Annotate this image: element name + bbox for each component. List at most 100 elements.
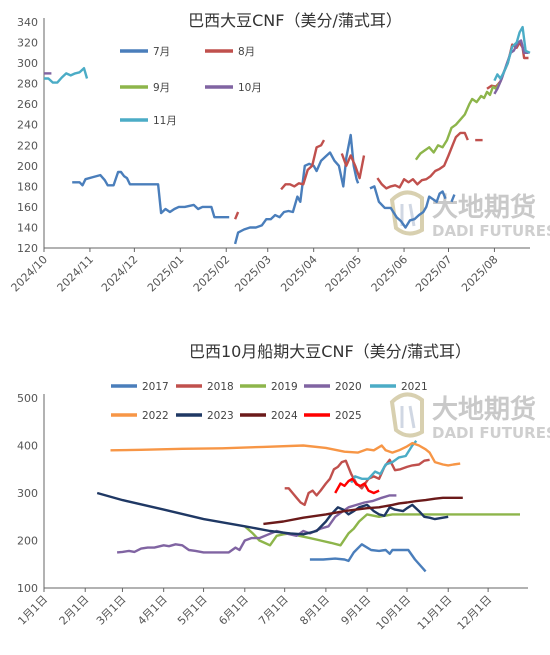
x-tick-label: 9月1日: [339, 593, 374, 628]
y-tick-label: 500: [17, 392, 38, 405]
series-11月: [44, 25, 531, 84]
x-tick-label: 2025/01: [145, 253, 187, 295]
watermark-text-en: DADI FUTURES: [432, 222, 550, 240]
x-tick-label: 10月1日: [374, 593, 414, 633]
legend-label: 7月: [153, 46, 170, 58]
x-tick-label: 11月1日: [415, 593, 455, 633]
x-tick-label: 2025/04: [278, 253, 320, 295]
series-line: [116, 494, 397, 554]
y-tick-label: 120: [17, 242, 38, 255]
legend-label: 2021: [401, 381, 428, 393]
x-tick-label: 8月1日: [297, 593, 332, 628]
x-tick-label: 5月1日: [175, 593, 210, 628]
x-tick-label: 1月1日: [15, 593, 50, 628]
series-line: [44, 67, 89, 84]
series-line: [414, 83, 500, 161]
watermark-text-en: DADI FUTURES: [432, 424, 550, 442]
legend-item: 8月: [205, 46, 255, 58]
x-tick-label: 2025/03: [232, 253, 274, 295]
series-2018: [284, 458, 430, 507]
chart-title: 巴西10月船期大豆CNF（美分/蒲式耳）: [189, 342, 471, 361]
series-line: [72, 170, 230, 219]
legend-label: 2024: [271, 410, 298, 422]
legend-item: 2018: [176, 381, 234, 393]
y-tick-label: 340: [17, 16, 38, 29]
legend-label: 8月: [238, 46, 255, 58]
y-tick-label: 240: [17, 119, 38, 132]
legend-item: 2025: [304, 410, 362, 422]
series-line: [244, 513, 520, 547]
watermark-emblem-icon: [389, 190, 424, 236]
y-tick-label: 400: [17, 440, 38, 453]
legend-item: 2017: [111, 381, 169, 393]
series-line: [450, 194, 456, 203]
x-tick-label: 2025/05: [323, 253, 365, 295]
legend-item: 2024: [240, 410, 298, 422]
series-line: [340, 153, 366, 180]
legend-label: 2017: [142, 381, 169, 393]
watermark-emblem-icon: [389, 392, 424, 438]
legend-label: 2023: [207, 410, 234, 422]
chart-title: 巴西大豆CNF（美分/蒲式耳）: [188, 11, 402, 30]
x-tick-label: 2025/07: [413, 253, 455, 295]
legend-label: 2025: [335, 410, 362, 422]
series-2022: [110, 441, 461, 467]
series-2019: [244, 513, 520, 547]
legend-label: 2019: [271, 381, 298, 393]
x-tick-label: 3月1日: [94, 593, 129, 628]
x-tick-label: 7月1日: [256, 593, 291, 628]
series-line: [96, 491, 449, 536]
x-tick-label: 2024/12: [99, 253, 141, 295]
series-2020: [116, 494, 397, 554]
x-tick-label: 2月1日: [57, 593, 92, 628]
legend-label: 2020: [335, 381, 362, 393]
series-line: [110, 441, 461, 467]
series-2021: [350, 440, 418, 484]
legend-item: 2021: [370, 381, 428, 393]
series-line: [493, 25, 531, 82]
x-tick-label: 2025/08: [459, 253, 501, 295]
series-line: [233, 211, 240, 220]
legend-item: 10月: [205, 82, 262, 94]
x-tick-label: 4月1日: [135, 593, 170, 628]
series-line: [376, 131, 469, 190]
legend-label: 2018: [207, 381, 234, 393]
series-line: [309, 543, 427, 573]
x-tick-label: 2025/06: [369, 253, 411, 295]
series-line: [334, 477, 380, 495]
y-tick-label: 200: [17, 535, 38, 548]
series-2023: [96, 491, 449, 536]
legend-label: 9月: [153, 82, 170, 94]
series-line: [280, 139, 326, 191]
y-tick-label: 320: [17, 37, 38, 50]
x-tick-label: 2024/10: [9, 253, 51, 295]
legend-item: 2020: [304, 381, 362, 393]
legend-label: 2022: [142, 410, 169, 422]
brazil-october-shipment-chart: 巴西10月船期大豆CNF（美分/蒲式耳） 大地期货 DADI FUTURES 100 2…: [0, 318, 550, 655]
legend-item: 11月: [120, 115, 177, 127]
series-line: [263, 496, 463, 526]
series-10月: [44, 39, 529, 95]
series-2024: [263, 496, 463, 526]
legend-item: 2022: [111, 410, 169, 422]
series-line: [493, 39, 529, 95]
y-tick-label: 180: [17, 180, 38, 193]
brazil-soybean-cnf-chart: 巴西大豆CNF（美分/蒲式耳） 大地期货 DADI FUTURES 120 140 160…: [0, 0, 550, 318]
series-2017: [309, 543, 427, 573]
y-tick-label: 200: [17, 160, 38, 173]
series-line: [233, 133, 360, 245]
legend-item: 7月: [120, 46, 170, 58]
x-tick-label: 6月1日: [216, 593, 251, 628]
legend-item: 2023: [176, 410, 234, 422]
legend-item: 2019: [240, 381, 298, 393]
x-tick-label: 2024/11: [55, 253, 97, 295]
series-2025: [334, 477, 380, 495]
watermark-text-cn: 大地期货: [432, 192, 536, 223]
y-tick-label: 100: [17, 582, 38, 595]
y-tick-label: 220: [17, 139, 38, 152]
series-line: [284, 458, 430, 507]
legend-label: 11月: [153, 115, 177, 127]
